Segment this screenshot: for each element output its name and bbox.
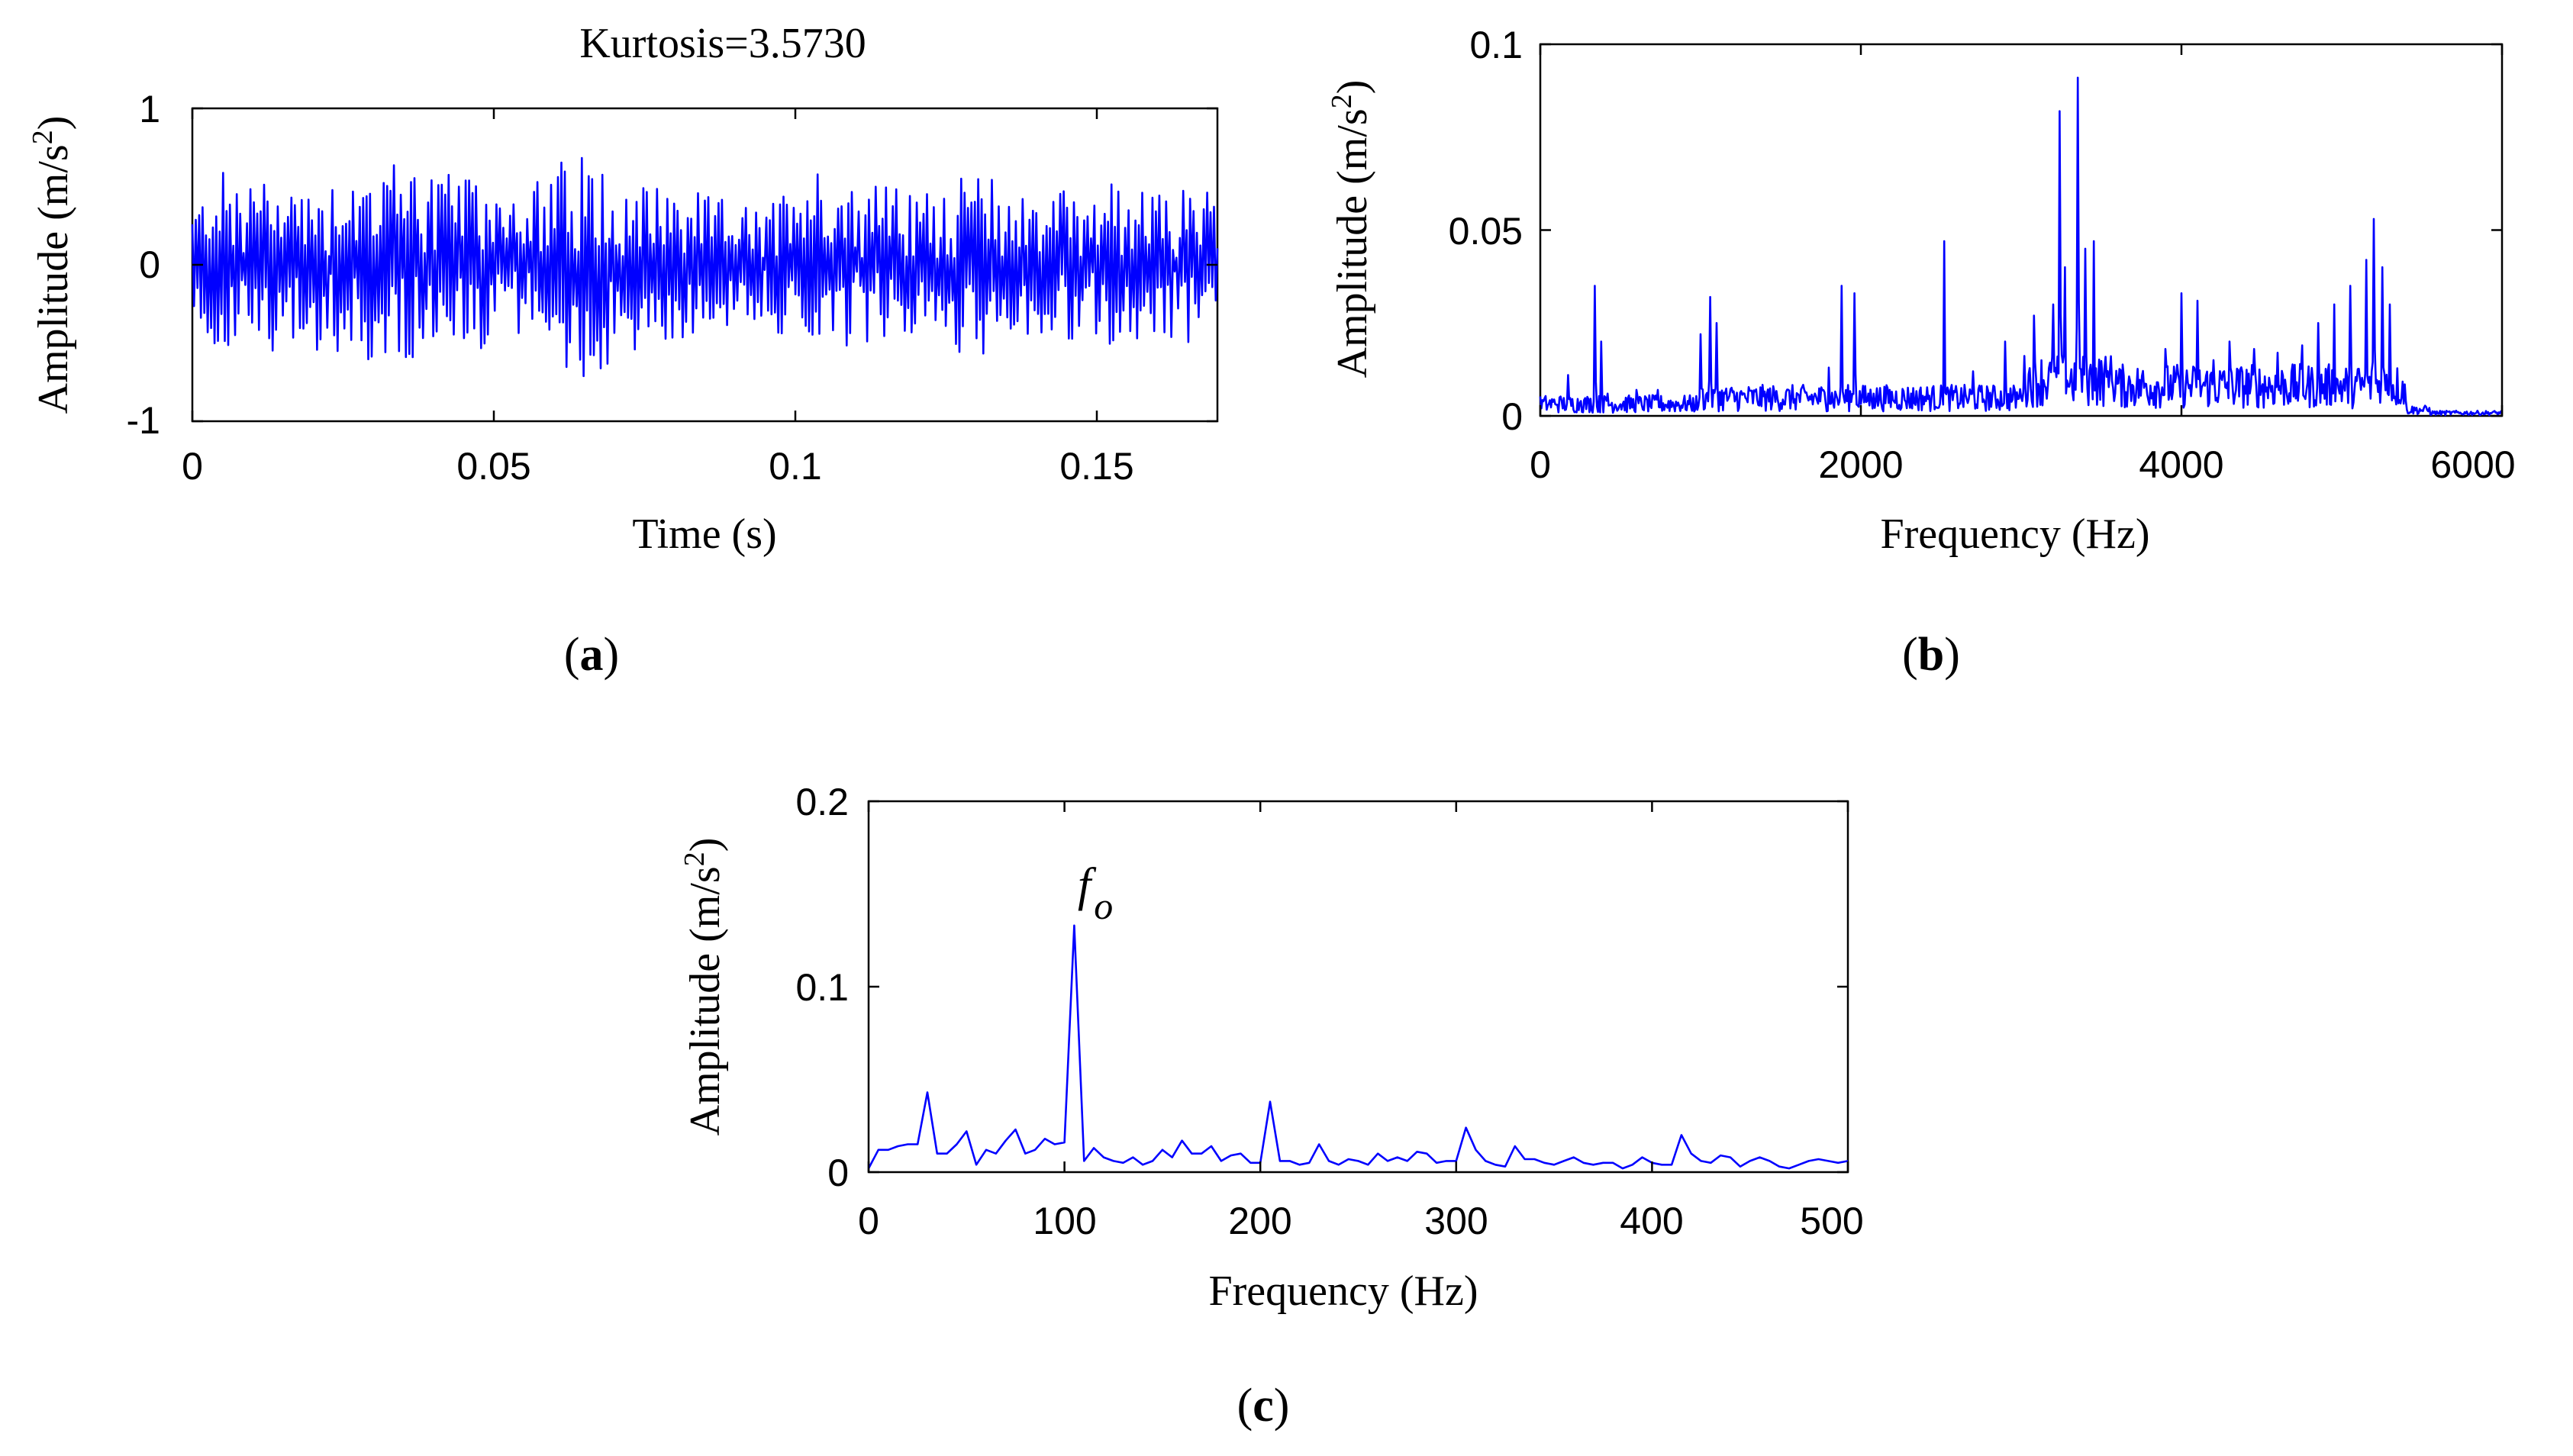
panel-a-ytick-label: 1 — [139, 88, 160, 130]
panel-b-ylabel: Amplitude (m/s2) — [1326, 80, 1376, 378]
panel-c-label: (c) — [1237, 1380, 1290, 1432]
panel-c-xtick-label: 500 — [1800, 1200, 1863, 1242]
panel-b-ytick-label: 0 — [1501, 395, 1523, 438]
panel-c-ytick-label: 0 — [827, 1152, 849, 1194]
panel-c-ylabel: Amplitude (m/s2) — [679, 838, 729, 1136]
panel-a-xtick-label: 0 — [182, 445, 203, 488]
panel-b-xtick-label: 0 — [1530, 443, 1551, 486]
panel-a-ytick-label: 0 — [139, 243, 160, 286]
panel-c-spectrum-line — [867, 924, 1849, 1170]
panel-b-ytick-label: 0.1 — [1469, 24, 1523, 66]
panel-c-xtick-label: 0 — [858, 1200, 879, 1242]
panel-b-tick-marks — [1539, 43, 2504, 417]
panel-b-spectrum: 0.1 0.05 0 0 2000 4000 6000 Frequency (H… — [1326, 24, 2516, 681]
panel-a-xtick-label: 0.15 — [1059, 445, 1133, 488]
panel-b-spectrum-line — [1539, 76, 2504, 417]
panel-b-xtick-label: 6000 — [2430, 443, 2515, 486]
panel-c-ytick-label: 0.2 — [795, 781, 849, 823]
panel-a-label: (a) — [564, 629, 619, 681]
panel-a-time-signal: Kurtosis=3.5730 1 0 -1 0 0.05 0.1 0.15 T… — [27, 20, 1219, 681]
panel-c-xtick-label: 100 — [1033, 1200, 1096, 1242]
panel-b-label: (b) — [1902, 629, 1960, 681]
panel-c-xtick-label: 300 — [1424, 1200, 1488, 1242]
panel-c-xtick-label: 400 — [1620, 1200, 1683, 1242]
panel-a-xtick-label: 0.05 — [456, 445, 530, 488]
panel-a-signal-line — [191, 156, 1219, 378]
panel-c-fo-annotation: fo — [1078, 859, 1113, 927]
panel-a-title: Kurtosis=3.5730 — [579, 20, 866, 67]
panel-a-xtick-label: 0.1 — [769, 445, 822, 488]
panel-c-plot-frame — [867, 800, 1849, 1174]
panel-a-xlabel: Time (s) — [632, 511, 776, 558]
panel-b-xlabel: Frequency (Hz) — [1881, 511, 2150, 558]
panel-c-envelope-spectrum: 0.2 0.1 0 0 100 200 300 400 500 Frequenc… — [679, 781, 1864, 1432]
panel-a-ylabel: Amplitude (m/s2) — [27, 116, 77, 414]
panel-c-xtick-label: 200 — [1228, 1200, 1291, 1242]
panel-a-tick-marks — [191, 107, 1217, 423]
panel-a-ytick-label: -1 — [127, 399, 160, 442]
panel-c-ytick-label: 0.1 — [795, 966, 849, 1009]
panel-b-ytick-label: 0.05 — [1449, 210, 1523, 253]
panel-b-xtick-label: 4000 — [2139, 443, 2223, 486]
panel-c-xlabel: Frequency (Hz) — [1209, 1268, 1478, 1315]
panel-b-xtick-label: 2000 — [1818, 443, 1903, 486]
panel-b-plot-frame — [1539, 43, 2504, 417]
panel-c-tick-marks — [867, 800, 1849, 1174]
